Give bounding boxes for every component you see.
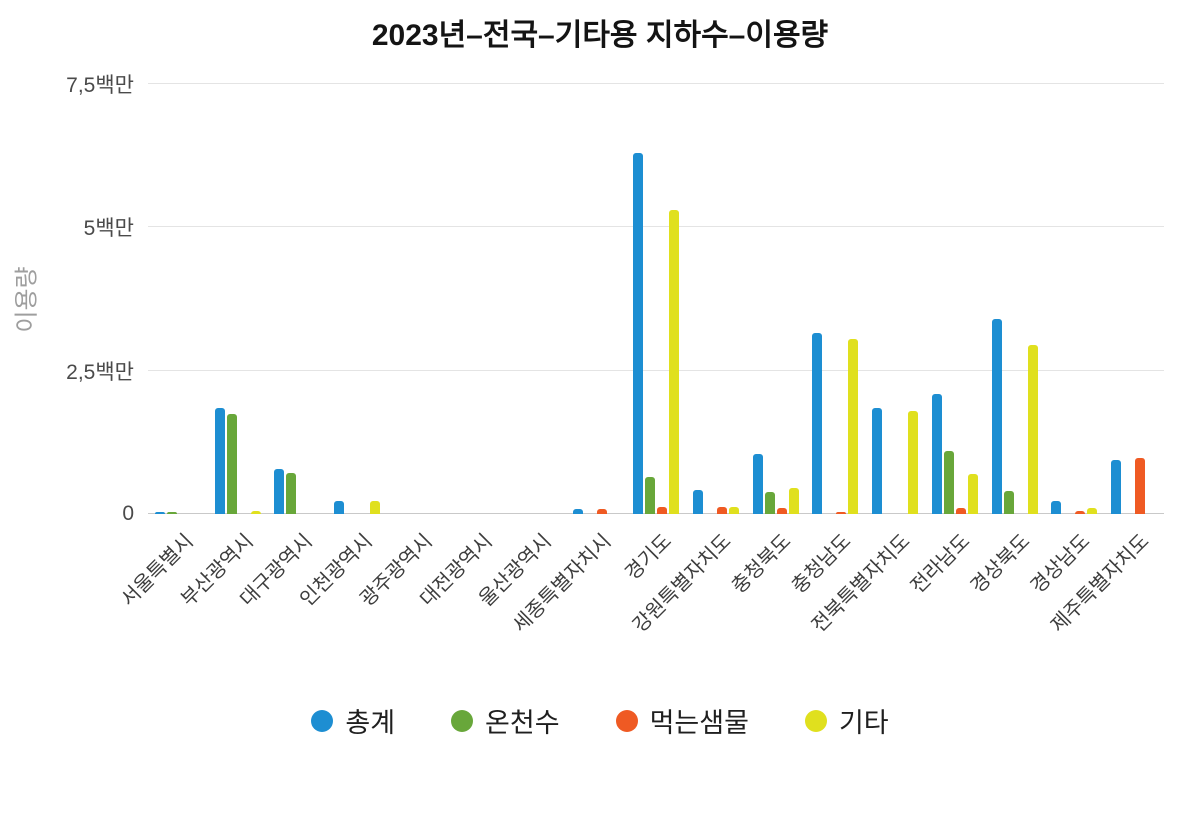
legend-swatch-other [804, 709, 827, 732]
bar-bottled-water-8[interactable] [657, 507, 667, 514]
bar-hot-spring-8[interactable] [645, 476, 655, 514]
bar-group-8 [626, 84, 686, 514]
x-tick-label-14: 경상북도 [966, 530, 1035, 598]
bar-hot-spring-1[interactable] [226, 413, 237, 514]
bar-total-14[interactable] [991, 319, 1002, 514]
gridline [148, 369, 1164, 371]
bar-total-2[interactable] [274, 469, 285, 514]
bar-bottled-water-13[interactable] [955, 508, 966, 514]
y-axis-label-wrap: 이용량 [0, 84, 48, 514]
y-tick-label: 2,5백만 [66, 360, 134, 384]
legend-swatch-hot-spring [451, 709, 474, 732]
bar-other-9[interactable] [728, 506, 739, 514]
bar-total-15[interactable] [1051, 501, 1062, 514]
bar-bottled-water-7[interactable] [597, 509, 608, 514]
bar-bottled-water-11[interactable] [836, 512, 847, 514]
bar-other-11[interactable] [848, 339, 859, 514]
bar-group-14 [985, 84, 1045, 514]
bar-total-16[interactable] [1111, 459, 1122, 514]
bar-other-15[interactable] [1087, 508, 1098, 514]
chart-title: 2023년–전국–기타용 지하수–이용량 [371, 19, 829, 52]
plot-area [148, 83, 1164, 514]
bar-hot-spring-2[interactable] [286, 472, 297, 514]
legend-label-bottled-water: 먹는샘물 [649, 708, 749, 738]
bar-group-7 [566, 84, 626, 514]
x-tick-label-10: 충청북도 [727, 530, 796, 598]
bar-hot-spring-13[interactable] [943, 450, 954, 514]
bar-other-14[interactable] [1027, 344, 1038, 514]
gridline [148, 83, 1164, 84]
y-tick-label: 0 [122, 502, 134, 525]
y-tick-label: 7,5백만 [66, 74, 134, 97]
legend-label-hot-spring: 온천수 [485, 708, 560, 738]
bar-total-10[interactable] [752, 453, 763, 514]
gridline [148, 513, 1164, 514]
bar-total-13[interactable] [931, 393, 942, 514]
bar-other-1[interactable] [250, 511, 261, 514]
bar-bottled-water-16[interactable] [1135, 458, 1146, 514]
legend: 총계 온천수 먹는샘물 기타 [0, 701, 1200, 740]
x-axis-labels: 서울특별시 부산광역시 대구광역시 인천광역시 광주광역시 대전광역시 울산광역시 세종특별자… [117, 514, 1164, 679]
bar-other-3[interactable] [370, 501, 381, 514]
bar-bottled-water-9[interactable] [716, 507, 727, 514]
bar-total-9[interactable] [692, 489, 703, 514]
legend-swatch-total [311, 709, 334, 732]
bar-group-3 [327, 84, 387, 514]
bar-other-13[interactable] [967, 473, 978, 514]
bar-total-0[interactable] [154, 512, 165, 514]
bar-group-2 [268, 84, 328, 514]
bar-other-10[interactable] [788, 488, 799, 514]
bar-group-0 [148, 84, 208, 514]
bar-total-12[interactable] [872, 407, 883, 514]
gridline [148, 226, 1164, 228]
legend-swatch-bottled-water [615, 709, 638, 732]
bar-total-3[interactable] [334, 501, 345, 514]
legend-item-other[interactable]: 기타 [804, 701, 889, 740]
bar-group-1 [208, 84, 268, 514]
x-tick-label-13: 전라남도 [907, 530, 975, 598]
bar-group-10 [746, 84, 806, 514]
bar-hot-spring-14[interactable] [1003, 491, 1014, 514]
bar-total-7[interactable] [573, 509, 584, 514]
bar-group-11 [805, 84, 865, 514]
bar-group-12 [865, 84, 925, 514]
bar-bottled-water-15[interactable] [1075, 511, 1086, 514]
bar-bottled-water-10[interactable] [776, 508, 787, 514]
bar-total-1[interactable] [214, 407, 225, 514]
bar-group-4 [387, 84, 447, 514]
bar-hot-spring-10[interactable] [764, 492, 775, 514]
bar-group-6 [507, 84, 567, 514]
bar-group-13 [925, 84, 985, 514]
chart-body: 이용량 0 2,5백만 5백만 7,5백만 [0, 74, 1200, 525]
legend-label-other: 기타 [838, 708, 889, 738]
y-axis-label: 이용량 [13, 265, 41, 333]
bars-layer [148, 84, 1164, 514]
legend-item-bottled-water[interactable]: 먹는샘물 [615, 701, 749, 740]
bar-total-8[interactable] [633, 152, 643, 514]
legend-label-total: 총계 [345, 708, 396, 738]
legend-item-hot-spring[interactable]: 온천수 [451, 701, 560, 740]
bar-other-12[interactable] [908, 410, 919, 514]
legend-item-total[interactable]: 총계 [311, 701, 395, 740]
bar-group-5 [447, 84, 507, 514]
bar-hot-spring-0[interactable] [166, 512, 177, 514]
bar-group-16 [1104, 84, 1164, 514]
bar-group-9 [686, 84, 746, 514]
bar-group-15 [1044, 84, 1104, 514]
y-axis-ticks: 0 2,5백만 5백만 7,5백만 [48, 74, 148, 525]
bar-other-8[interactable] [669, 210, 679, 514]
bar-total-11[interactable] [812, 333, 823, 514]
y-tick-label: 5백만 [83, 217, 134, 241]
